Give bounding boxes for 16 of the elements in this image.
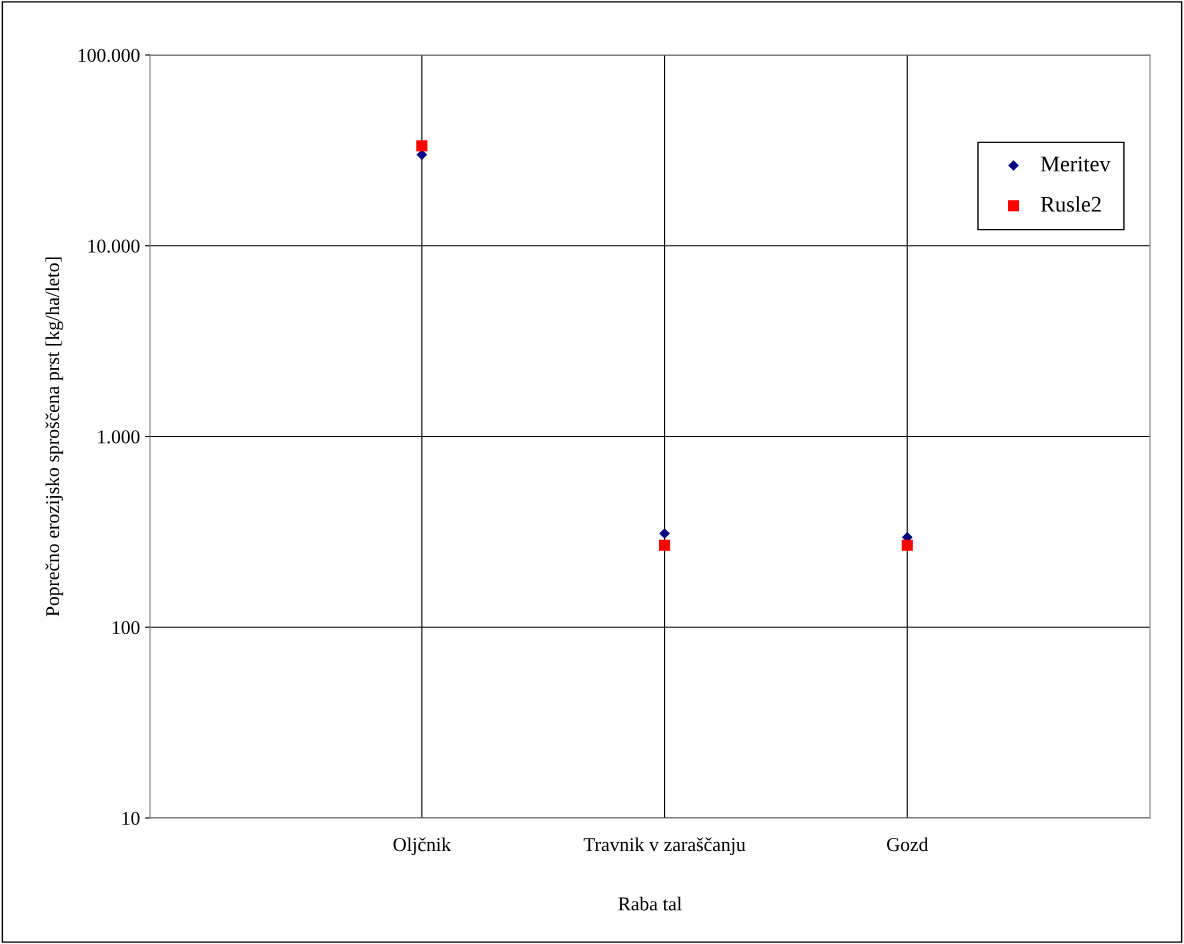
y-tick-label: 10 <box>122 811 140 825</box>
x-tick-label: Oljčnik <box>393 837 452 856</box>
legend-label: Rusle2 <box>1040 196 1101 212</box>
legend-label: Meritev <box>1040 156 1111 172</box>
x-axis-title: Raba tal <box>618 896 682 911</box>
point <box>416 140 428 152</box>
y-axis-title: Poprečno erozijsko sproščena prst [kg/ha/leto] <box>45 257 64 617</box>
y-tick-label: 10.000 <box>88 239 140 253</box>
x-tick-label: Travnik v zaraščanju <box>583 837 746 856</box>
y-tick-label: 1.000 <box>98 430 140 444</box>
y-tick-label: 100 <box>112 621 140 635</box>
x-tick-label: Gozd <box>887 837 929 852</box>
y-tick-label: 100.000 <box>78 48 140 63</box>
point <box>659 539 671 551</box>
point <box>659 528 670 539</box>
point <box>901 539 913 551</box>
